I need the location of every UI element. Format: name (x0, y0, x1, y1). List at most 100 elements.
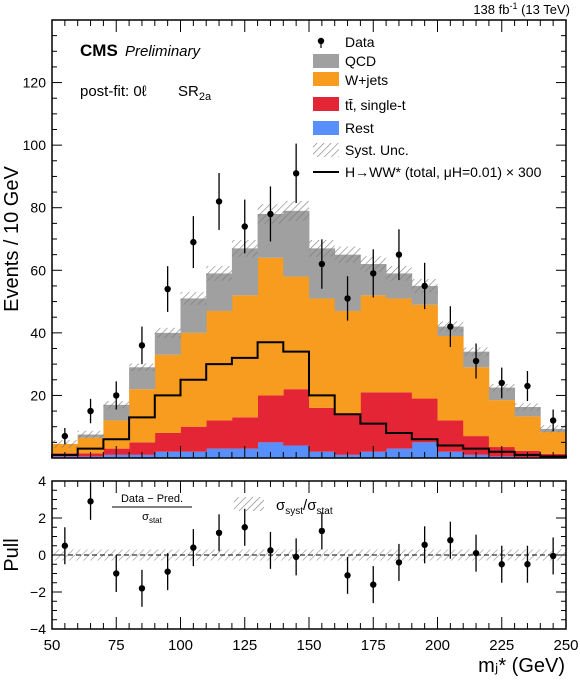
stack-bar-tt-single-t (231, 417, 258, 449)
main-y-axis: 20 40 60 80 100 120 (23, 19, 566, 459)
pull-point (113, 570, 120, 577)
cms-label: CMS (80, 41, 118, 60)
stack-bar-w-jets (257, 257, 284, 396)
pull-y-axis-label: Pull (1, 538, 23, 571)
stack-bar-w-jets (334, 310, 361, 415)
y-tick-label: 120 (23, 75, 47, 91)
syst-unc-bin (154, 327, 181, 338)
data-point (241, 223, 248, 230)
stack-bar-qcd (514, 407, 541, 417)
stack-bar-qcd (283, 210, 310, 277)
data-point (215, 198, 223, 205)
y-tick-label: 20 (30, 387, 46, 403)
stack-bar-w-jets (154, 354, 181, 433)
syst-unc-bin (77, 430, 104, 439)
pull-point (395, 559, 403, 566)
data-point (395, 251, 403, 258)
y-tick-label: 80 (30, 200, 46, 216)
pull-legend: σsyst/σstat (234, 497, 333, 517)
svg-text:tt̄, single-t: tt̄, single-t (345, 97, 406, 113)
pull-point (498, 561, 505, 568)
x-tick-label: 225 (489, 637, 514, 654)
signal-line (51, 341, 567, 458)
data-point (318, 260, 326, 268)
data-point (190, 238, 197, 246)
pull-point (421, 541, 428, 549)
stack-bar-w-jets (103, 420, 130, 449)
stack-bar-w-jets (283, 276, 310, 390)
stack-bar-tt-single-t (206, 420, 233, 449)
pull-point (292, 553, 300, 561)
data-point (370, 270, 377, 277)
pull-point (524, 561, 531, 568)
data-point (498, 379, 505, 387)
preliminary-label: Preliminary (125, 43, 202, 60)
stack-bar-w-jets (309, 298, 336, 408)
legend-syst: Syst. Unc. (313, 142, 409, 158)
syst-unc-bin (206, 266, 232, 281)
pull-point (138, 585, 146, 592)
stack-bar-tt-single-t (334, 414, 361, 455)
data-point (87, 407, 94, 415)
stack-bar-w-jets (231, 295, 258, 418)
stack-bar-w-jets (77, 437, 104, 454)
stack-bar-tt-single-t (463, 436, 490, 455)
pull-y-tick-label: 2 (38, 510, 46, 526)
stack-bar-w-jets (463, 367, 490, 437)
data-point (164, 285, 171, 293)
x-tick-label: 250 (553, 637, 578, 654)
stack-bar-w-jets (129, 389, 156, 443)
main-panel: 20 40 60 80 100 120 Events / 10 GeV CMS Preli… (1, 19, 567, 459)
y-tick-label: 40 (30, 325, 46, 341)
data-point (138, 342, 146, 349)
syst-unc-bin (283, 200, 309, 221)
pull-point (164, 568, 171, 575)
stack-bar-w-jets (411, 304, 438, 399)
stack-bar-tt-single-t (180, 426, 207, 452)
data-point (267, 210, 274, 218)
pull-point (190, 544, 197, 551)
pull-point (61, 542, 69, 549)
stack-bar-w-jets (540, 432, 567, 454)
legend-signal: H→WW* (total, μH=0.01) × 300 (313, 164, 542, 180)
pull-y-tick-label: −2 (30, 584, 46, 600)
stack-bar-qcd (103, 404, 130, 421)
pull-points (61, 482, 557, 607)
stack-bar-w-jets (360, 295, 387, 393)
svg-text:Rest: Rest (345, 120, 374, 136)
syst-unc-bin (129, 363, 155, 372)
pull-panel: −4 −2 0 2 4 50 75 100 125 150 175 200 225 250 Pull m… (1, 473, 579, 677)
stack-bar-w-jets (206, 310, 233, 421)
svg-text:W+jets: W+jets (345, 72, 388, 88)
legend-rest: Rest (313, 120, 374, 136)
svg-text:σsyst/σstat: σsyst/σstat (276, 497, 333, 517)
region-label: SR2a (178, 83, 212, 103)
stack-bar-tt-single-t (309, 407, 336, 452)
pull-formula: Data − Pred. σstat (112, 493, 192, 525)
x-tick-label: 175 (361, 637, 386, 654)
data-point (421, 282, 428, 290)
pull-point (87, 498, 94, 505)
legend-ttbar: tt̄, single-t (313, 97, 406, 113)
stack-bar-tt-single-t (360, 392, 387, 452)
stack-bar-tt-single-t (129, 442, 156, 455)
svg-text:QCD: QCD (345, 53, 376, 69)
pull-point (344, 572, 351, 579)
data-point (292, 170, 300, 177)
svg-text:σstat: σstat (142, 511, 162, 525)
pull-y-tick-label: 0 (38, 547, 46, 563)
x-axis-label: mⱼ* (GeV) (478, 655, 565, 677)
legend-wjets: W+jets (313, 72, 388, 88)
svg-text:Data: Data (345, 34, 375, 50)
stack-bar-tt-single-t (437, 420, 464, 452)
legend-qcd: QCD (313, 53, 376, 69)
stack-bar-w-jets (437, 335, 464, 421)
syst-unc-bin (334, 246, 361, 263)
lumi-label: 138 fb-1 (13 TeV) (473, 1, 570, 17)
pull-y-axis: −4 −2 0 2 4 (30, 473, 566, 637)
main-x-ticks (51, 20, 567, 458)
stack-bar-tt-single-t (154, 432, 181, 452)
pull-point (549, 552, 557, 560)
x-tick-label: 200 (425, 637, 450, 654)
svg-text:H→WW* (total, μH=0.01) × 300: H→WW* (total, μH=0.01) × 300 (345, 164, 542, 180)
